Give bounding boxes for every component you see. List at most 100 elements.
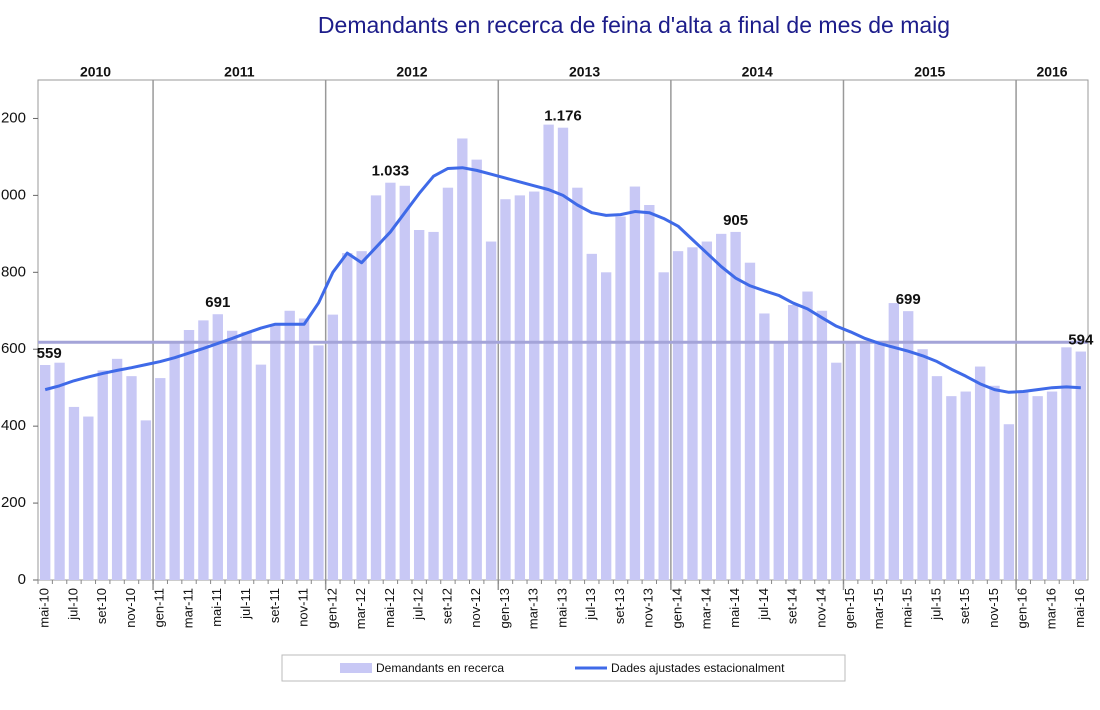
- legend-label: Demandants en recerca: [376, 661, 504, 675]
- bar: [270, 324, 281, 580]
- bar: [155, 378, 166, 580]
- x-tick-label: nov-13: [641, 588, 656, 628]
- x-tick-label: mai-10: [37, 588, 52, 628]
- year-label: 2013: [569, 64, 600, 80]
- x-tick-label: gen-12: [324, 588, 339, 628]
- bar: [399, 185, 410, 580]
- x-tick-label: mai-16: [1072, 588, 1087, 628]
- bar: [787, 305, 799, 580]
- bar: [68, 406, 80, 580]
- x-tick-label: set-13: [612, 588, 627, 624]
- x-tick-label: mar-15: [871, 588, 886, 629]
- x-tick-label: mar-12: [353, 588, 368, 629]
- x-tick-label: set-11: [267, 588, 282, 623]
- year-label: 2010: [80, 64, 111, 80]
- year-label: 2015: [914, 64, 945, 80]
- bar: [615, 216, 626, 581]
- bar: [529, 191, 540, 581]
- bar: [284, 310, 295, 580]
- bar: [831, 362, 842, 580]
- bar: [1046, 391, 1058, 580]
- bar: [413, 230, 425, 580]
- bar: [313, 345, 324, 580]
- y-tick-label: 1.000: [0, 186, 26, 203]
- line: [44, 166, 1081, 394]
- value-label: 1.176: [544, 108, 582, 125]
- x-tick-label: nov-11: [296, 588, 311, 627]
- x-tick-label: nov-12: [468, 588, 483, 628]
- x-tick-label: jul-10: [65, 588, 80, 621]
- x-tick-label: nov-14: [813, 588, 828, 628]
- y-tick-label: 400: [1, 417, 26, 434]
- x-tick-label: mai-14: [727, 588, 742, 628]
- bar: [1003, 424, 1015, 580]
- bar: [514, 195, 526, 580]
- y-tick-label: 200: [1, 494, 26, 511]
- bar: [327, 314, 339, 580]
- bar: [629, 186, 641, 581]
- bar: [342, 253, 353, 581]
- x-tick-label: jul-15: [928, 588, 943, 621]
- y-tick-label: 800: [1, 263, 26, 280]
- x-tick-label: set-10: [94, 588, 109, 624]
- x-tick-label: mar-14: [698, 588, 713, 629]
- bar: [759, 313, 770, 580]
- x-tick-label: gen-16: [1015, 588, 1030, 628]
- bar: [241, 331, 252, 580]
- bar: [370, 195, 382, 580]
- legend-box: [281, 654, 846, 682]
- year-label: 2014: [742, 64, 773, 80]
- bar: [471, 159, 482, 580]
- value-label: 691: [205, 294, 230, 311]
- x-tick-label: nov-15: [986, 588, 1001, 628]
- bar: [83, 416, 94, 580]
- bar: [687, 247, 698, 581]
- bar: [701, 241, 713, 581]
- x-tick-label: gen-14: [670, 588, 685, 628]
- bar: [744, 262, 756, 580]
- bar: [140, 420, 152, 580]
- x-tick-label: gen-13: [497, 588, 512, 628]
- bar: [356, 251, 367, 580]
- bar: [97, 370, 108, 580]
- bar: [960, 391, 971, 580]
- bar: [255, 364, 267, 580]
- x-tick-label: mar-13: [526, 588, 541, 629]
- bar: [658, 272, 669, 580]
- bar: [111, 358, 123, 580]
- bar: [428, 231, 439, 580]
- chart-title: Demandants en recerca de feina d'alta a …: [318, 12, 950, 38]
- y-tick-label: 600: [1, 340, 26, 357]
- bar: [989, 385, 1000, 580]
- bar: [198, 320, 209, 580]
- bar: [859, 343, 871, 580]
- value-label: 905: [723, 212, 748, 229]
- value-label: 1.033: [372, 163, 410, 180]
- bar: [874, 343, 885, 580]
- value-label: 559: [37, 345, 62, 362]
- x-tick-label: mar-11: [180, 588, 195, 628]
- bar: [946, 396, 957, 580]
- bar: [1018, 391, 1029, 580]
- bar: [298, 318, 310, 580]
- value-label: 699: [896, 291, 921, 308]
- bar: [672, 251, 684, 580]
- bar: [917, 349, 928, 580]
- x-tick-label: jul-14: [756, 588, 771, 621]
- bar: [572, 187, 583, 580]
- bar: [54, 362, 65, 580]
- legend-label: Dades ajustades estacionalment: [611, 661, 785, 675]
- year-label: 2016: [1036, 64, 1067, 80]
- bar: [816, 310, 828, 580]
- value-label: 594: [1068, 332, 1094, 349]
- bar: [1061, 347, 1072, 580]
- bar: [385, 182, 396, 580]
- bar: [730, 231, 741, 580]
- x-tick-label: nov-10: [123, 588, 138, 628]
- bar: [183, 330, 195, 580]
- bar: [802, 291, 813, 580]
- bar: [888, 303, 899, 580]
- y-tick-label: 1.200: [0, 109, 26, 126]
- y-tick-label: 0: [18, 571, 26, 588]
- x-tick-label: gen-15: [842, 588, 857, 628]
